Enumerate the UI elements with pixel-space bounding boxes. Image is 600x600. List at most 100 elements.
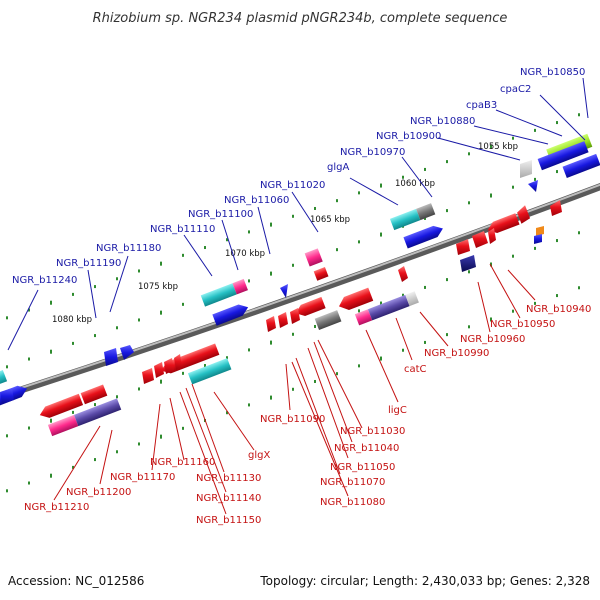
label-glgX[interactable]: glgX <box>248 450 270 461</box>
label-ligC[interactable]: ligC <box>388 405 407 416</box>
scale-tick <box>380 356 382 361</box>
label-NGR_b11150[interactable]: NGR_b11150 <box>196 515 261 526</box>
scale-tick <box>270 222 272 227</box>
gene-NGR_b11100-ref[interactable] <box>313 267 329 281</box>
gene-NGR_b10880[interactable] <box>520 160 532 178</box>
gene-glgX[interactable] <box>187 358 232 385</box>
gene-NGR_b10990b[interactable] <box>472 231 488 248</box>
gene-NGR_b10960[interactable] <box>536 226 544 236</box>
label-NGR_b11050[interactable]: NGR_b11050 <box>330 462 395 473</box>
gene-NGR_b11090b[interactable] <box>266 316 276 332</box>
gene-NGR_b11180[interactable] <box>212 302 250 326</box>
label-NGR_b10940[interactable]: NGR_b10940 <box>526 304 591 315</box>
label-NGR_b11170[interactable]: NGR_b11170 <box>110 472 175 483</box>
label-NGR_b10880[interactable]: NGR_b10880 <box>410 116 475 127</box>
label-NGR_b10950[interactable]: NGR_b10950 <box>490 319 555 330</box>
gene-NGR_b11040[interactable] <box>367 294 410 321</box>
gene-NGR_b11190[interactable] <box>104 348 118 366</box>
label-NGR_b11040[interactable]: NGR_b11040 <box>334 443 399 454</box>
label-NGR_b11130[interactable]: NGR_b11130 <box>196 473 261 484</box>
label-glgA[interactable]: glgA <box>327 162 349 173</box>
gene-NGR_b10990[interactable] <box>456 239 470 255</box>
label-NGR_b11190[interactable]: NGR_b11190 <box>56 258 121 269</box>
label-NGR_b10900[interactable]: NGR_b10900 <box>376 131 441 142</box>
label-NGR_b11090[interactable]: NGR_b11090 <box>260 414 325 425</box>
label-NGR_b10990[interactable]: NGR_b10990 <box>424 348 489 359</box>
scale-tick <box>468 270 470 274</box>
gene-catC[interactable] <box>460 255 476 272</box>
gene-NGR_b11060[interactable] <box>304 248 323 267</box>
label-NGR_b11100[interactable]: NGR_b11100 <box>188 209 253 220</box>
gene-NGR_b11110[interactable] <box>200 283 237 307</box>
scale-tick <box>6 434 8 438</box>
scale-tick <box>72 341 74 345</box>
scale-tick <box>380 232 382 237</box>
label-NGR_b11160[interactable]: NGR_b11160 <box>150 457 215 468</box>
gene-NGR_b11110b[interactable] <box>232 278 248 295</box>
gene-NGR_b11050[interactable] <box>405 291 419 307</box>
gene-NGR_b11070[interactable] <box>398 266 408 282</box>
label-cpaC2[interactable]: cpaC2 <box>500 84 531 95</box>
scale-tick <box>578 231 580 235</box>
label-NGR_b11070[interactable]: NGR_b11070 <box>320 477 385 488</box>
scale-tick <box>270 271 272 276</box>
gene-NGR_b11150[interactable] <box>164 358 174 374</box>
gene-NGR_b11160[interactable] <box>154 362 164 378</box>
label-cpaB3[interactable]: cpaB3 <box>466 100 497 111</box>
gene-glgA[interactable] <box>389 208 421 231</box>
gene-NGR_b11090[interactable] <box>314 310 342 330</box>
gene-edge-blue[interactable] <box>0 388 14 404</box>
scale-tick <box>490 144 492 149</box>
scale-tick <box>534 177 536 181</box>
label-NGR_b11140[interactable]: NGR_b11140 <box>196 493 261 504</box>
gene-NGR_b10950[interactable] <box>550 200 562 216</box>
gene-NGR_b11020[interactable] <box>403 223 445 249</box>
scale-tick <box>468 201 470 205</box>
gene-NGR_b10850[interactable] <box>537 141 589 171</box>
gene-cpaB3[interactable] <box>562 153 600 178</box>
label-NGR_b11060[interactable]: NGR_b11060 <box>224 195 289 206</box>
scale-tick <box>534 128 536 132</box>
gene-NGR_b10970[interactable] <box>416 203 436 221</box>
gene-NGR_b11200b[interactable] <box>80 384 108 405</box>
label-catC[interactable]: catC <box>404 364 427 375</box>
gene-NGR_b11100[interactable] <box>280 284 288 298</box>
gene-NGR_b11080[interactable] <box>293 296 326 319</box>
label-NGR_b11180[interactable]: NGR_b11180 <box>96 243 161 254</box>
gene-NGR_b11030[interactable] <box>354 309 373 326</box>
gene-NGR_b11090c[interactable] <box>278 312 288 328</box>
gene-NGR_b11090d[interactable] <box>290 308 300 324</box>
label-NGR_b11080[interactable]: NGR_b11080 <box>320 497 385 508</box>
gene-NGR_b11210b[interactable] <box>74 398 122 427</box>
label-NGR_b11210[interactable]: NGR_b11210 <box>24 502 89 513</box>
label-NGR_b10960[interactable]: NGR_b10960 <box>460 334 525 345</box>
label-NGR_b11200[interactable]: NGR_b11200 <box>66 487 131 498</box>
gene-NGR_b10960b[interactable] <box>534 234 542 244</box>
label-NGR_b10850[interactable]: NGR_b10850 <box>520 67 585 78</box>
gene-NGR_b11200[interactable] <box>38 393 84 421</box>
gene-NGR_b11240[interactable] <box>0 369 8 388</box>
gene-NGR_b10940b[interactable] <box>516 205 531 224</box>
gene-NGR_b10940[interactable] <box>485 213 520 236</box>
scale-tick <box>512 254 514 258</box>
scale-tick <box>248 279 250 283</box>
scale-tick <box>446 160 448 164</box>
label-NGR_b10970[interactable]: NGR_b10970 <box>340 147 405 158</box>
gene-ligC[interactable] <box>336 287 374 313</box>
scale-tick <box>424 167 426 171</box>
gene-NGR_b11140[interactable] <box>174 354 182 370</box>
label-NGR_b11030[interactable]: NGR_b11030 <box>340 426 405 437</box>
scale-tick <box>578 286 580 290</box>
gene-NGR_b11170[interactable] <box>142 368 154 384</box>
gene-NGR_b10990c[interactable] <box>488 228 496 244</box>
gene-NGR_b11210[interactable] <box>47 414 79 437</box>
scale-tick <box>270 395 272 400</box>
scale-tick <box>160 379 162 384</box>
red-gene-labels: NGR_b10940 NGR_b10950 NGR_b10960 NGR_b10… <box>24 304 591 526</box>
gene-NGR_b10900[interactable] <box>528 180 538 192</box>
label-NGR_b11020[interactable]: NGR_b11020 <box>260 180 325 191</box>
label-NGR_b11240[interactable]: NGR_b11240 <box>12 275 77 286</box>
label-NGR_b11110[interactable]: NGR_b11110 <box>150 224 215 235</box>
scale-tick <box>138 387 140 391</box>
gene-NGR_b11190b[interactable] <box>120 345 134 360</box>
